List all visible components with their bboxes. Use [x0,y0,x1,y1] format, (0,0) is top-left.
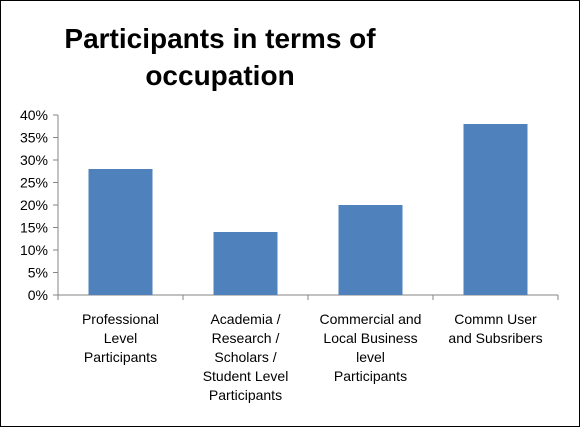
chart-title-line: occupation [145,60,294,91]
y-axis-ticks: 0% 5% 10% 15% 20% 25% 30% 35% 40% [20,107,48,303]
x-category-label-line: Student Level [203,368,289,384]
x-category-label: Commercial and Local Business level Partici… [320,311,422,384]
x-category-label-line: Participants [84,349,157,365]
x-category-label-line: Participants [209,387,282,403]
bar [213,232,278,295]
chart-title: Participants in terms of occupation [64,23,376,91]
x-category-label-line: Level [104,330,137,346]
y-tick-label: 35% [20,130,48,146]
x-category-label-line: Research / [212,330,280,346]
x-category-label: Commn User and Subsribers [448,311,542,346]
bar [338,205,403,295]
x-category-label-line: and Subsribers [448,330,542,346]
x-category-label-line: Local Business [323,330,417,346]
y-tick-label: 15% [20,220,48,236]
y-tick-label: 10% [20,242,48,258]
x-axis-labels: Professional Level Participants Academia / R… [82,311,543,403]
y-tick-label: 5% [28,265,48,281]
bar [463,124,528,295]
y-tick-label: 40% [20,107,48,123]
x-category-label-line: level [356,349,385,365]
chart-bars [88,124,528,295]
x-category-label-line: Scholars / [214,349,276,365]
x-category-label-line: Academia / [210,311,280,327]
x-category-label: Academia / Research / Scholars / Student Le… [203,311,289,403]
x-category-label-line: Commercial and [320,311,422,327]
x-category-label-line: Commn User [454,311,537,327]
y-tick-label: 30% [20,152,48,168]
x-category-label: Professional Level Participants [82,311,159,365]
bar [88,169,153,295]
y-tick-label: 25% [20,175,48,191]
chart-title-line: Participants in terms of [64,23,376,54]
y-tick-label: 20% [20,197,48,213]
y-tick-label: 0% [28,287,48,303]
x-category-label-line: Participants [334,368,407,384]
x-category-label-line: Professional [82,311,159,327]
